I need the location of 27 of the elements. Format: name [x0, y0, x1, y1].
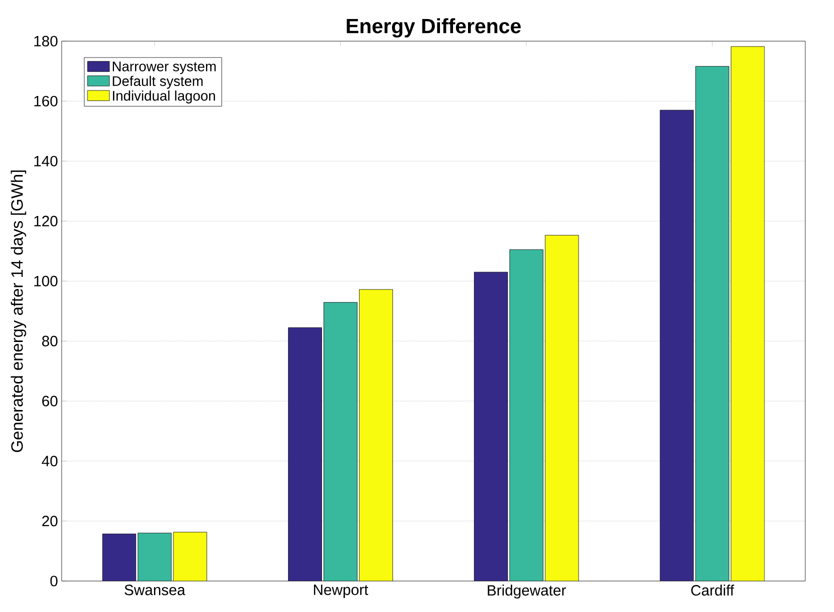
y-tick-label: 140: [34, 156, 58, 166]
y-tick-label: 160: [34, 96, 58, 106]
y-tick-label: 80: [42, 336, 58, 346]
y-tick-label: 40: [42, 456, 58, 466]
bar: [544, 235, 579, 582]
bar: [474, 272, 508, 582]
y-tick-label: 0: [50, 576, 58, 586]
bar: [359, 289, 393, 582]
y-tick-label: 180: [34, 36, 58, 46]
bar: [730, 46, 765, 582]
legend-label: Narrower system: [112, 62, 216, 74]
bar: [660, 110, 694, 582]
y-tick-label: 120: [34, 216, 58, 226]
x-tick-label: Swansea: [124, 584, 186, 596]
x-tick-label: Newport: [314, 584, 368, 598]
y-tick-label: 100: [34, 276, 58, 286]
y-tick-label: 20: [42, 516, 58, 526]
legend-label: Individual lagoon: [112, 90, 215, 104]
legend-label: Default system: [112, 76, 203, 89]
bar: [288, 327, 322, 582]
x-tick-label: Bridgewater: [488, 584, 566, 599]
x-tick-label: Cardiff: [691, 584, 734, 596]
bar: [173, 532, 208, 582]
chart-title: Energy Difference: [346, 18, 521, 38]
y-tick-label: 60: [42, 396, 58, 406]
bar: [102, 534, 136, 582]
y-axis-title: Generated energy after 14 days [GWh]: [10, 170, 26, 452]
